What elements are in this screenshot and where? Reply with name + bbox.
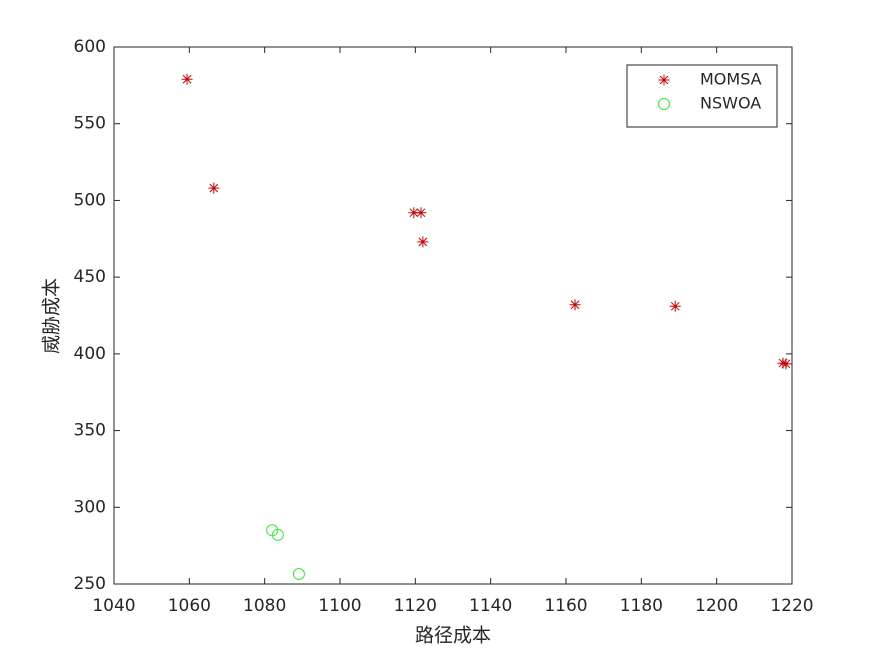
x-axis-label: 路径成本 [415,625,491,647]
x-tick-label: 1040 [92,596,135,616]
x-tick-label: 1200 [695,596,738,616]
point [208,182,220,194]
y-axis-label: 威胁成本 [41,278,63,354]
y-tick-label: 350 [74,421,106,441]
point [181,73,193,85]
x-tick-label: 1220 [770,596,813,616]
y-tick-label: 400 [74,344,106,364]
y-tick-label: 500 [74,190,106,210]
legend-label: NSWOA [700,94,761,113]
y-tick-label: 550 [74,114,106,134]
legend-marker [658,74,670,86]
legend-marker [658,98,670,110]
x-tick-label: 1100 [318,596,361,616]
point [569,299,581,311]
legend-label: MOMSA [700,70,762,89]
x-tick-label: 1180 [620,596,663,616]
point [417,236,429,248]
x-tick-label: 1120 [394,596,437,616]
x-tick-label: 1080 [243,596,286,616]
y-tick-label: 600 [74,37,106,57]
point [415,207,427,219]
x-tick-label: 1160 [544,596,587,616]
y-tick-label: 450 [74,267,106,287]
plot-box [113,46,793,585]
x-tick-label: 1060 [168,596,211,616]
legend-box [626,64,778,128]
point [292,568,305,581]
x-tick-label: 1140 [469,596,512,616]
point [271,528,284,541]
point [669,300,681,312]
point [780,358,792,370]
point [408,207,420,219]
point [777,357,789,369]
y-tick-label: 300 [74,497,106,517]
y-tick-label: 250 [74,574,106,594]
